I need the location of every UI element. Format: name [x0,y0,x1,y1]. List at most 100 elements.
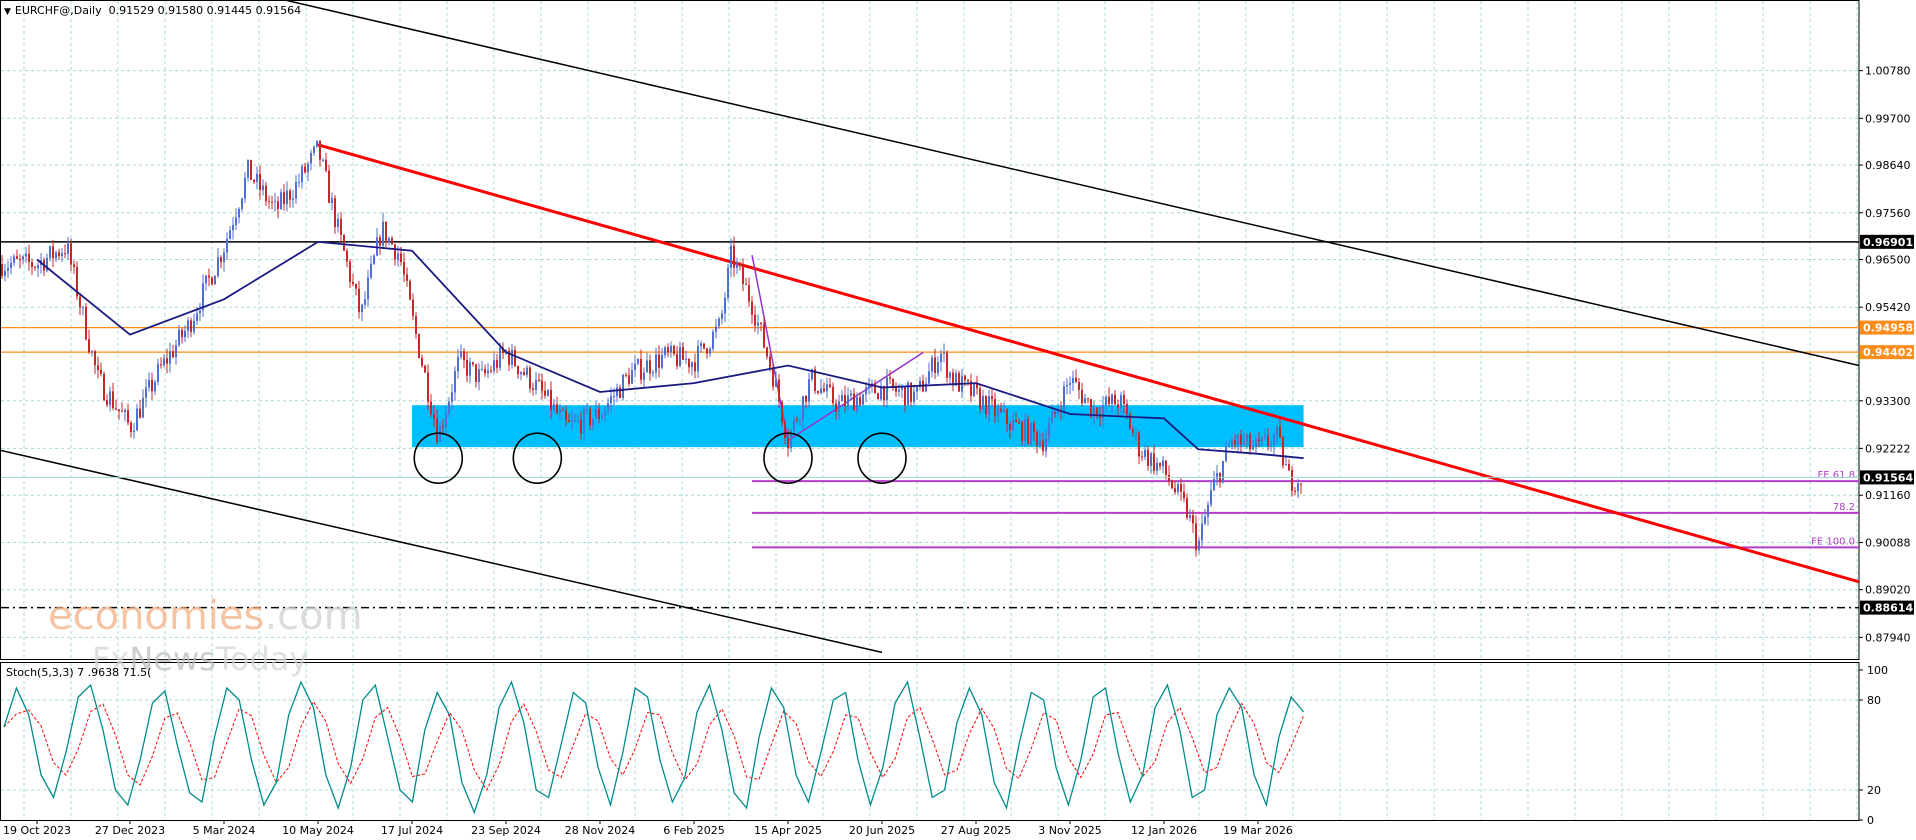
candle-body [76,267,78,297]
candle-body [463,351,465,360]
fibonacci-level-label: FE 100.0 [1811,536,1855,547]
candle-body [913,391,915,402]
candle-body [406,274,408,281]
candle-body [1030,422,1032,444]
candle-body [133,430,135,433]
candle-body [1009,424,1011,431]
level-price-tag [1860,600,1914,615]
candle-body [1192,515,1194,524]
candle-body [844,394,846,407]
fibonacci-level-label: 78.2 [1833,502,1855,513]
candle-body [736,263,738,268]
candle-body [1075,377,1077,382]
candle-body [103,373,105,401]
candle-body [1141,456,1143,458]
candle-body [295,182,297,199]
candle-body [349,261,351,282]
candle-body [163,358,165,366]
candle-body [799,419,801,421]
candle-body [1132,429,1134,434]
candle-body [640,359,642,380]
candle-body [1294,490,1296,492]
level-price-tag [1860,320,1914,335]
candle-body [610,396,612,404]
candle-body [670,345,672,353]
candle-body [517,366,519,375]
candle-body [1228,446,1230,448]
candle-body [811,369,813,380]
collapse-triangle-icon[interactable]: ▼ [4,7,11,17]
candle-body [247,159,249,178]
candle-body [493,360,495,372]
chart-header: ▼ EURCHF@,Daily 0.91529 0.91580 0.91445 0… [4,4,301,17]
candle-body [334,198,336,227]
candle-body [1159,462,1161,467]
candle-body [181,329,183,338]
candle-body [1183,491,1185,499]
candle-body [523,372,525,375]
candle-body [274,201,276,203]
candle-body [988,396,990,415]
candle-body [1297,483,1299,492]
candle-body [1045,438,1047,452]
y-tick-label: 0.90088 [1865,537,1911,550]
level-price-tag-label: 0.88614 [1863,602,1913,615]
candle-body [694,362,696,372]
x-tick-label: 5 Mar 2024 [193,824,256,837]
y-tick-label: 0.91160 [1865,489,1911,502]
candle-body [151,379,153,392]
candle-body [967,380,969,382]
candle-body [1081,390,1083,404]
candle-body [763,323,765,348]
candle-body [832,386,834,404]
candle-body [637,359,639,364]
candle-body [1261,437,1263,442]
candle-body [673,345,675,355]
candle-body [439,426,441,443]
candle-body [595,408,597,419]
candle-body [1252,446,1254,450]
circled-low-marker [413,432,464,484]
candle-body [427,372,429,402]
candle-body [487,370,489,374]
x-tick-label: 27 Aug 2025 [941,824,1011,837]
candle-body [472,362,474,365]
candle-body [376,237,378,256]
candle-body [829,384,831,387]
candle-body [112,391,114,409]
candle-body [148,379,150,388]
candle-body [1096,407,1098,416]
moving-average-line [36,240,1304,460]
candle-body [1153,453,1155,471]
candle-body [478,369,480,383]
candle-body [1108,396,1110,404]
candle-body [418,333,420,358]
y-tick-label: 0.92222 [1865,442,1911,455]
candle-body [1042,440,1044,452]
y-tick-label: 0.93300 [1865,395,1911,408]
candle-body [91,351,93,353]
candle-body [1216,473,1218,480]
candle-body [601,415,603,420]
candle-body [1264,435,1266,438]
candle-body [562,410,564,412]
candle-body [1270,445,1272,447]
candle-body [733,245,735,268]
candle-body [985,396,987,415]
candle-body [1057,410,1059,414]
candle-body [886,377,888,401]
candle-body [778,379,780,402]
candle-body [793,419,795,431]
candle-body [337,219,339,227]
candle-body [412,299,414,316]
candle-body [1240,434,1242,445]
candle-body [190,320,192,332]
candle-body [178,329,180,346]
candle-body [352,281,354,285]
candle-body [904,387,906,406]
candle-body [289,190,291,200]
candle-body [1267,435,1269,446]
candle-body [1195,523,1197,551]
